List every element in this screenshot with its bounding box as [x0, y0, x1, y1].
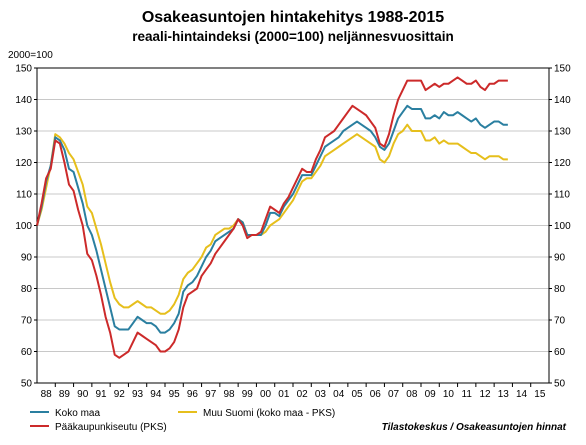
x-tick-label: 94	[150, 389, 162, 400]
x-tick-label: 06	[370, 389, 382, 400]
x-tick-label: 12	[479, 389, 491, 400]
y-tick-label-left: 80	[21, 284, 33, 295]
x-tick-label: 95	[169, 389, 181, 400]
legend-label-muu-suomi: Muu Suomi (koko maa - PKS)	[203, 408, 335, 419]
y-axis-left: 50 60 70 80 90 100 110 120 130 140 150	[15, 64, 37, 390]
chart-subtitle: reaali-hintaindeksi (2000=100) neljännes…	[132, 29, 454, 44]
x-tick-label: 01	[278, 389, 290, 400]
x-tick-label: 99	[242, 389, 254, 400]
y-tick-label-right: 80	[554, 284, 566, 295]
x-tick-label: 11	[462, 389, 473, 400]
gridlines	[37, 99, 549, 352]
x-tick-label: 89	[59, 389, 71, 400]
x-tick-label: 02	[297, 389, 309, 400]
x-tick-label: 04	[333, 389, 345, 400]
x-tick-label: 13	[498, 389, 510, 400]
x-tick-label: 03	[315, 389, 327, 400]
y-tick-label-left: 130	[15, 127, 32, 138]
legend-label-koko-maa: Koko maa	[55, 408, 100, 419]
x-tick-label: 14	[516, 389, 528, 400]
y-tick-label-left: 110	[16, 190, 32, 201]
series-line-2	[36, 123, 508, 315]
x-tick-label: 09	[425, 389, 437, 400]
source-note: Tilastokeskus / Osakeasuntojen hinnat	[382, 422, 567, 433]
y-tick-label-left: 60	[21, 347, 33, 358]
y-tick-label-right: 60	[554, 347, 566, 358]
x-tick-label: 00	[260, 389, 272, 400]
x-tick-label: 97	[205, 389, 217, 400]
y-tick-label-left: 120	[15, 158, 32, 169]
y-tick-label-left: 90	[21, 253, 33, 264]
x-tick-label: 10	[443, 389, 455, 400]
x-tick-label: 15	[534, 389, 546, 400]
chart-title: Osakeasuntojen hintakehitys 1988-2015	[142, 9, 444, 26]
y-tick-label-right: 70	[554, 316, 566, 327]
y-axis-label: 2000=100	[8, 50, 53, 61]
x-axis: 88 89 90 91 92 93 94 95 96 97 98 99 00 01 02 03 04 05 06 07…	[41, 383, 546, 400]
y-axis-right: 50 60 70 80 90 100 110 120 130 140 150	[549, 64, 571, 390]
x-tick-label: 98	[223, 389, 235, 400]
x-tick-label: 90	[77, 389, 89, 400]
y-tick-label-left: 150	[15, 64, 32, 75]
y-tick-label-right: 140	[554, 95, 571, 106]
x-tick-label: 08	[406, 389, 418, 400]
y-tick-label-left: 50	[21, 379, 33, 390]
y-tick-label-right: 110	[554, 190, 570, 201]
y-tick-label-right: 100	[554, 221, 571, 232]
legend-label-pks: Pääkaupunkiseutu (PKS)	[55, 422, 167, 433]
x-tick-label: 91	[95, 389, 107, 400]
x-tick-label: 05	[351, 389, 363, 400]
x-tick-label: 96	[187, 389, 199, 400]
y-tick-label-right: 50	[554, 379, 566, 390]
series-line-0	[36, 104, 508, 334]
y-tick-label-right: 150	[554, 64, 571, 75]
x-tick-label: 92	[114, 389, 126, 400]
y-tick-label-right: 130	[554, 127, 571, 138]
y-tick-label-left: 70	[21, 316, 33, 327]
y-tick-label-right: 120	[554, 158, 571, 169]
legend: Koko maa Pääkaupunkiseutu (PKS) Muu Suom…	[30, 408, 335, 433]
y-tick-label-right: 90	[554, 253, 566, 264]
y-tick-label-left: 100	[15, 221, 32, 232]
y-tick-label-left: 140	[15, 95, 32, 106]
x-tick-label: 88	[41, 389, 53, 400]
x-tick-label: 07	[388, 389, 400, 400]
series-line-1	[36, 76, 508, 359]
x-tick-label: 93	[132, 389, 144, 400]
series-lines	[36, 76, 508, 359]
